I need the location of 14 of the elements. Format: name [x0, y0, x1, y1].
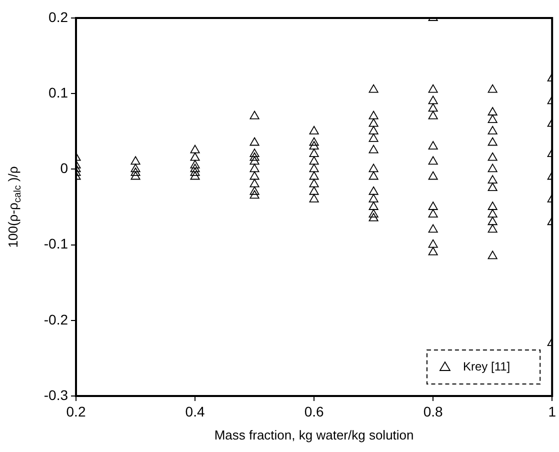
y-tick-label: -0.2 [44, 311, 68, 328]
x-tick-label: 0.8 [423, 403, 444, 420]
x-axis-title: Mass fraction, kg water/kg solution [214, 428, 414, 443]
y-tick-label: 0.1 [48, 84, 68, 100]
y-tick-label: 0.2 [48, 8, 68, 25]
y-tick-label: -0.3 [44, 386, 68, 403]
y-tick-label: 0 [60, 160, 68, 176]
x-tick-label: 0.6 [304, 403, 324, 420]
x-tick-label: 1 [548, 403, 556, 420]
y-axis-title: 100(ρ-ρcalc )/ρ [6, 166, 24, 248]
y-tick-label: -0.1 [44, 236, 68, 252]
x-tick-label: 0.4 [185, 403, 205, 420]
x-tick-label: 0.2 [66, 403, 86, 420]
legend-label: Krey [11] [462, 359, 510, 374]
